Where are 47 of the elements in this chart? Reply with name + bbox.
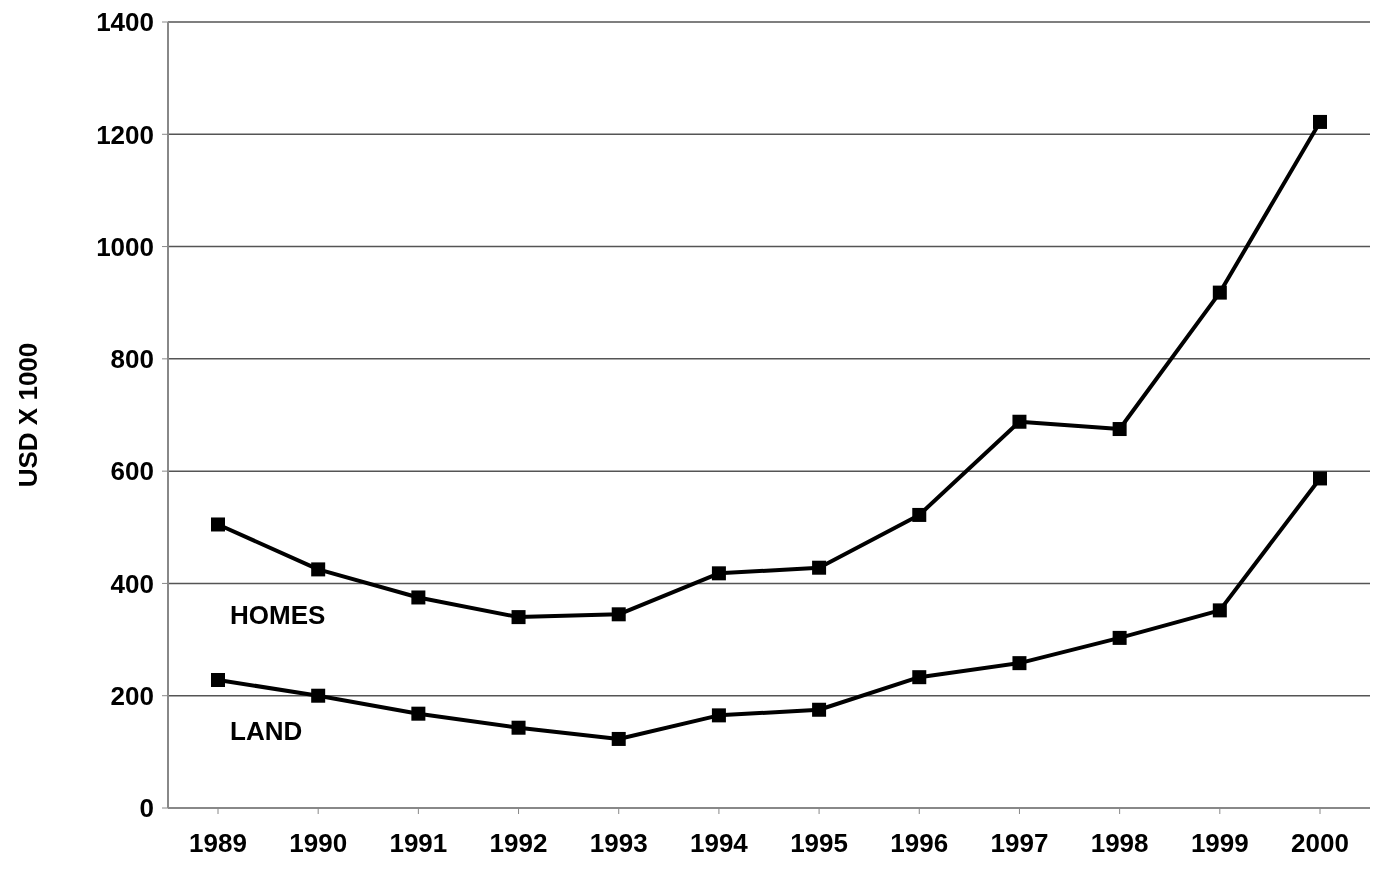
- x-tick-label: 2000: [1291, 828, 1349, 859]
- y-axis-title: USD X 1000: [13, 342, 44, 488]
- point: [711, 566, 726, 581]
- x-tick-label: 1995: [790, 828, 849, 859]
- y-tick-label: 1000: [96, 231, 154, 262]
- x-tick-label: 1990: [289, 828, 348, 859]
- x-tick-label: 1999: [1190, 828, 1249, 859]
- point: [411, 706, 426, 721]
- point: [311, 688, 326, 703]
- series-label: LAND: [230, 715, 303, 746]
- point: [211, 672, 225, 687]
- point: [1112, 422, 1127, 437]
- point: [912, 507, 927, 522]
- point: [411, 590, 426, 605]
- x-tick-label: 1989: [189, 828, 247, 859]
- y-tick-label: 1200: [96, 119, 154, 150]
- point: [1012, 414, 1027, 429]
- x-tick-label: 1997: [990, 828, 1049, 859]
- y-tick-label: 1400: [96, 7, 154, 38]
- point: [211, 517, 225, 532]
- y-tick-label: 200: [110, 680, 154, 711]
- x-tick-label: 1994: [689, 828, 749, 859]
- y-tick-label: 600: [110, 456, 154, 487]
- point: [1212, 285, 1227, 300]
- point: [912, 670, 927, 685]
- point: [611, 731, 626, 746]
- point: [611, 607, 626, 622]
- point: [1012, 656, 1027, 671]
- point: [812, 560, 827, 575]
- point: [1112, 630, 1127, 645]
- point: [511, 610, 526, 625]
- point: [711, 708, 726, 723]
- point: [1313, 471, 1327, 486]
- x-tick-label: 1993: [589, 828, 648, 859]
- series-label: HOMES: [230, 600, 326, 631]
- point: [1212, 603, 1227, 618]
- point: [812, 702, 827, 717]
- y-tick-label: 400: [110, 568, 154, 599]
- y-tick-label: 800: [110, 344, 154, 375]
- x-tick-label: 1992: [489, 828, 548, 859]
- point: [511, 720, 526, 735]
- point: [1313, 114, 1327, 129]
- x-tick-label: 1991: [389, 828, 448, 859]
- y-tick-label: 0: [139, 793, 154, 824]
- point: [311, 562, 326, 577]
- x-tick-label: 1998: [1090, 828, 1149, 859]
- x-tick-label: 1996: [890, 828, 949, 859]
